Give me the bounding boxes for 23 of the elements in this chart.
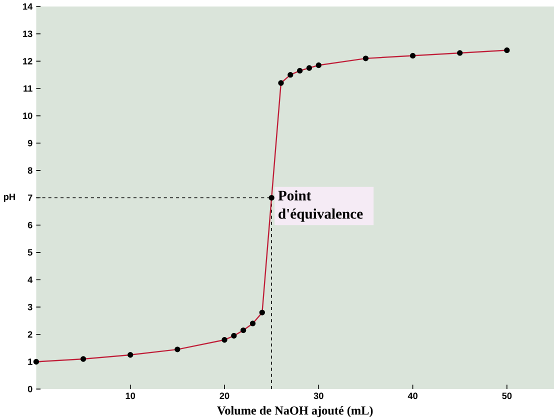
x-axis-title: Volume de NaOH ajouté (mL) <box>217 406 373 417</box>
x-tick-label: 40 <box>408 392 418 399</box>
x-tick-label: 10 <box>126 392 136 399</box>
x-tick-label: 30 <box>314 392 324 399</box>
annotation: Point d'équivalence <box>278 190 363 222</box>
y-tick-label: 11 <box>24 85 32 92</box>
y-tick-label: 0 <box>28 386 32 392</box>
y-tick-label: 4 <box>28 276 33 283</box>
y-tick-label: 1 <box>28 358 32 365</box>
y-tick-label: 2 <box>28 330 32 338</box>
y-tick-label: 14 <box>23 3 33 10</box>
y-tick-label: 8 <box>28 166 32 174</box>
x-tick-label: 50 <box>502 392 512 399</box>
y-tick-label: 5 <box>28 249 32 256</box>
y-axis-title: pH <box>4 193 15 202</box>
y-tick-label: 9 <box>28 140 32 146</box>
y-tick-label: 6 <box>28 222 32 228</box>
y-tick-label: 3 <box>28 304 32 310</box>
y-tick-label: 13 <box>23 30 32 37</box>
y-tick-label: 7 <box>28 194 32 201</box>
y-tick-label: 12 <box>23 58 32 64</box>
x-tick-label: 20 <box>220 392 230 399</box>
y-tick-label: 10 <box>23 112 32 119</box>
